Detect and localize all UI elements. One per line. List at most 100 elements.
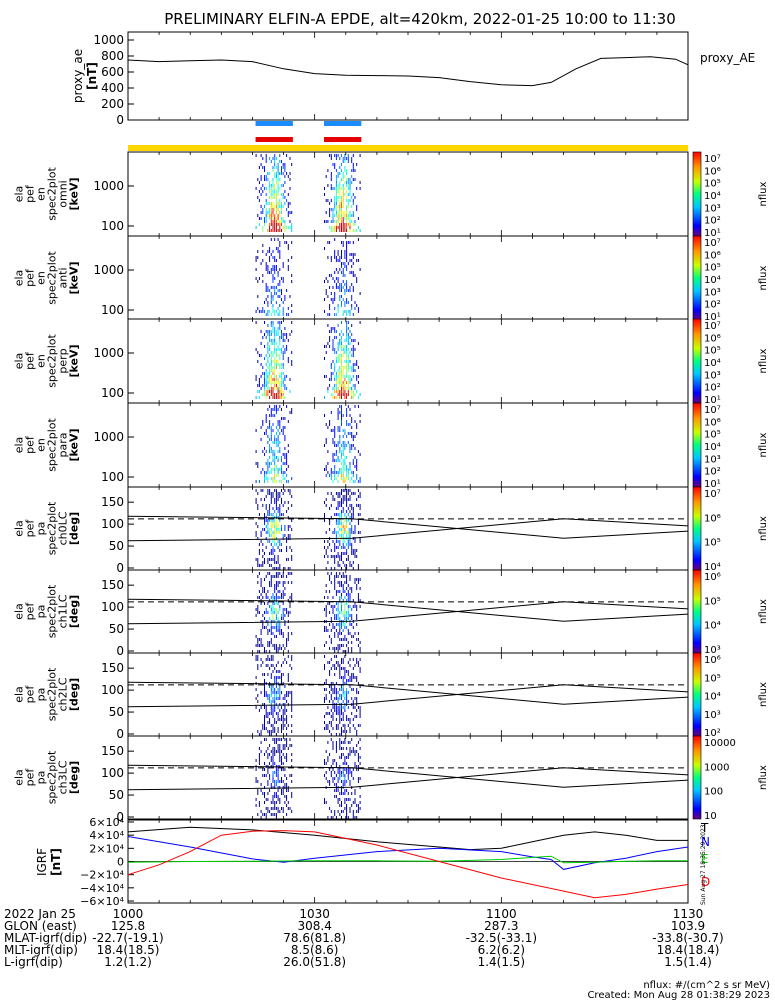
pitch-pixel bbox=[337, 798, 339, 801]
pitch-pixel bbox=[359, 667, 361, 670]
pitch-pixel bbox=[324, 664, 325, 667]
pitch-pixel bbox=[275, 519, 277, 522]
pitch-pixel bbox=[262, 528, 264, 531]
pitch-pixel bbox=[327, 492, 329, 495]
spectrogram-pixel bbox=[272, 256, 274, 259]
pitch-pixel bbox=[351, 774, 353, 777]
spectrogram-pixel bbox=[352, 396, 354, 399]
spectrogram-pixel bbox=[354, 420, 356, 423]
spectrogram-pixel bbox=[341, 405, 342, 408]
spectrogram-pixel bbox=[346, 345, 348, 348]
spectrogram-pixel bbox=[344, 193, 346, 196]
pitch-pixel bbox=[262, 543, 264, 546]
spectrogram-pixel bbox=[265, 208, 267, 211]
spectrogram-pixel bbox=[277, 217, 279, 220]
pitch-pixel bbox=[352, 561, 354, 564]
spectrogram-pixel bbox=[262, 423, 264, 426]
spectrogram-pixel bbox=[262, 184, 264, 187]
colorbar-tick: 10³ bbox=[704, 454, 721, 465]
pitch-pixel bbox=[347, 596, 349, 599]
pitch-pixel bbox=[349, 495, 351, 498]
pitch-pixel bbox=[277, 661, 279, 664]
spectrogram-pixel bbox=[267, 390, 269, 393]
colorbar-tick: 10⁶ bbox=[704, 655, 721, 666]
pitch-pixel bbox=[272, 774, 274, 777]
spectrogram-pixel bbox=[277, 474, 279, 477]
spectrogram-pixel bbox=[274, 384, 276, 387]
spectrogram-pixel bbox=[349, 217, 351, 220]
colorbar-tick: 10³ bbox=[704, 203, 721, 214]
pitch-pixel bbox=[270, 688, 272, 691]
pitch-pixel bbox=[346, 691, 348, 694]
pitch-pixel bbox=[286, 798, 288, 801]
pitch-pixel bbox=[324, 727, 325, 730]
pitch-pixel bbox=[284, 738, 286, 741]
pitch-pixel bbox=[274, 489, 276, 492]
spectrogram-pixel bbox=[257, 351, 259, 354]
spectrogram-pixel bbox=[349, 375, 351, 378]
ephemeris-value: 287.3 bbox=[484, 919, 518, 933]
spectrogram-pixel bbox=[275, 199, 277, 202]
spectrogram-pixel bbox=[267, 202, 269, 205]
pitch-pixel bbox=[291, 519, 293, 522]
pitch-angle-panels: 150100500elapefpaspec2plotch0LC[deg]10⁷1… bbox=[13, 486, 769, 824]
pitch-pixel bbox=[341, 584, 342, 587]
pitch-pixel bbox=[357, 807, 359, 810]
pitch-pixel bbox=[337, 531, 339, 534]
spectrogram-pixel bbox=[275, 265, 277, 268]
pitch-pixel bbox=[347, 593, 349, 596]
pitch-pixel bbox=[287, 489, 289, 492]
pitch-pixel bbox=[274, 608, 276, 611]
pitch-pixel bbox=[277, 626, 279, 629]
pitch-pixel bbox=[289, 774, 291, 777]
spectrogram-pixel bbox=[341, 178, 342, 181]
pitch-pixel bbox=[357, 581, 359, 584]
pitch-pixel bbox=[357, 564, 359, 567]
pitch-pixel bbox=[272, 608, 274, 611]
pitch-pixel bbox=[352, 516, 354, 519]
pitch-pixel bbox=[339, 626, 341, 629]
pitch-pixel bbox=[257, 638, 259, 641]
pitch-pixel bbox=[337, 575, 339, 578]
pitch-pixel bbox=[286, 759, 288, 762]
pitch-pixel bbox=[341, 718, 342, 721]
pitch-pixel bbox=[356, 498, 358, 501]
pitch-pixel bbox=[275, 614, 277, 617]
spectrogram-pixel bbox=[341, 202, 342, 205]
pitch-pixel bbox=[335, 727, 337, 730]
spectrogram-pixel bbox=[359, 480, 361, 483]
spectrogram-pixel bbox=[279, 339, 281, 342]
spectrogram-pixel bbox=[339, 435, 341, 438]
pitch-pixel bbox=[270, 605, 272, 608]
spectrogram-pixel bbox=[329, 214, 331, 217]
pitch-pixel bbox=[332, 759, 334, 762]
pitch-pixel bbox=[282, 747, 284, 750]
pitch-pixel bbox=[279, 507, 281, 510]
spectrogram-pixel bbox=[277, 444, 279, 447]
pitch-pixel bbox=[325, 552, 327, 555]
pitch-pixel bbox=[255, 608, 257, 611]
spectrogram-pixel bbox=[346, 375, 348, 378]
spectrogram-pixel bbox=[274, 157, 276, 160]
spectrogram-pixel bbox=[281, 384, 282, 387]
spectrogram-pixel bbox=[342, 477, 344, 480]
pitch-pixel bbox=[274, 780, 276, 783]
spectrogram-pixel bbox=[275, 247, 277, 250]
spectrogram-pixel bbox=[272, 280, 274, 283]
spectrogram-pixel bbox=[287, 360, 289, 363]
spectrogram-pixel bbox=[281, 202, 282, 205]
pitch-pixel bbox=[341, 534, 342, 537]
spectrogram-pixel bbox=[334, 330, 336, 333]
pitch-pixel bbox=[270, 525, 272, 528]
pitch-pixel bbox=[277, 774, 279, 777]
pitch-pixel bbox=[347, 771, 349, 774]
pitch-pixel bbox=[270, 620, 272, 623]
spectrogram-pixel bbox=[339, 438, 341, 441]
spectrogram-pixel bbox=[346, 414, 348, 417]
spectrogram-pixel bbox=[279, 327, 281, 330]
panel-ylabel-spec2plot: spec2plot bbox=[46, 167, 59, 221]
spectrogram-pixel bbox=[342, 390, 344, 393]
pitch-pixel bbox=[267, 522, 269, 525]
pitch-pixel bbox=[286, 753, 288, 756]
pitch-pixel bbox=[275, 489, 277, 492]
